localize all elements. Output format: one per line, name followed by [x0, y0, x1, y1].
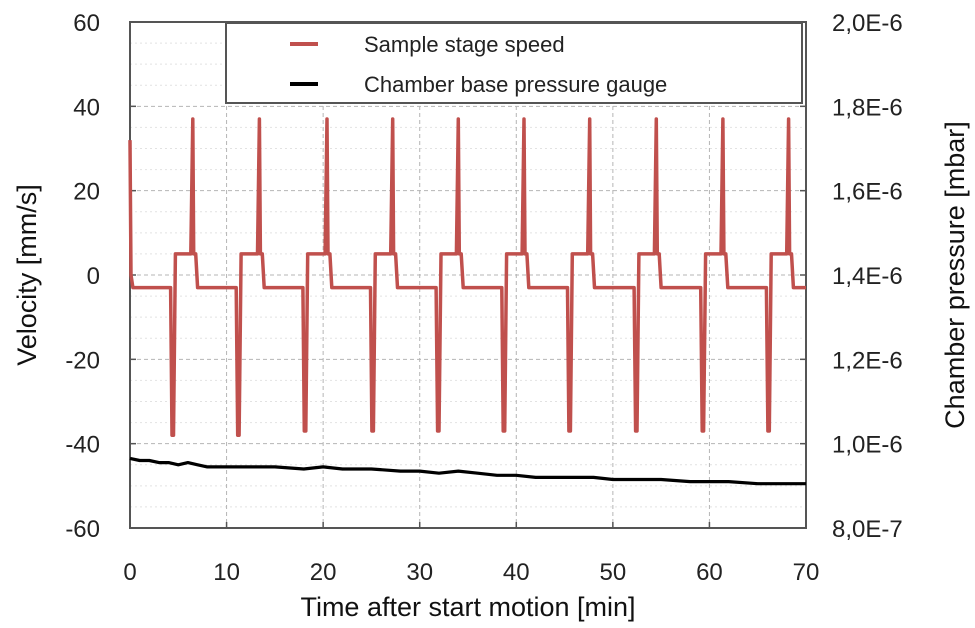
x-tick-label: 20 — [310, 559, 337, 586]
grid — [130, 21, 806, 529]
x-tick-label: 0 — [123, 559, 136, 586]
x-tick-label: 70 — [793, 559, 820, 586]
y-left-tick-label: 0 — [87, 263, 100, 290]
x-tick-label: 60 — [696, 559, 723, 586]
y-left-tick-label: -20 — [65, 347, 100, 374]
y-right-tick-label: 1,4E-6 — [832, 263, 903, 290]
x-tick-label: 30 — [406, 559, 433, 586]
y-right-tick-label: 1,0E-6 — [832, 432, 903, 459]
legend-label-pressure: Chamber base pressure gauge — [364, 72, 667, 97]
series-line-sample-stage-speed — [128, 117, 806, 437]
axis-ticks: 0 10 20 30 40 50 60 70 -60 -40 -20 0 20 40 60 8,0E-7 1,0… — [65, 10, 902, 586]
y-right-tick-label: 1,8E-6 — [832, 94, 903, 121]
y-left-tick-label: 60 — [73, 10, 100, 37]
series-line-chamber-pressure — [129, 456, 806, 486]
y-left-tick-label: -40 — [65, 432, 100, 459]
y-axis-right-title: Chamber pressure [mbar] — [940, 121, 970, 429]
x-tick-label: 50 — [600, 559, 627, 586]
y-right-tick-label: 1,2E-6 — [832, 347, 903, 374]
legend: Sample stage speed Chamber base pressure… — [225, 22, 803, 104]
y-right-tick-label: 2,0E-6 — [832, 10, 903, 37]
x-axis-title: Time after start motion [min] — [300, 592, 635, 622]
x-tick-label: 40 — [503, 559, 530, 586]
y-right-tick-label: 1,6E-6 — [832, 179, 903, 206]
y-left-tick-label: 20 — [73, 179, 100, 206]
legend-box — [225, 22, 803, 104]
y-axis-left-title: Velocity [mm/s] — [12, 184, 42, 366]
legend-label-speed: Sample stage speed — [364, 32, 565, 57]
y-right-tick-label: 8,0E-7 — [832, 516, 903, 543]
x-tick-label: 10 — [213, 559, 240, 586]
y-left-tick-label: 40 — [73, 94, 100, 121]
y-left-tick-label: -60 — [65, 516, 100, 543]
series-lines — [128, 117, 806, 486]
